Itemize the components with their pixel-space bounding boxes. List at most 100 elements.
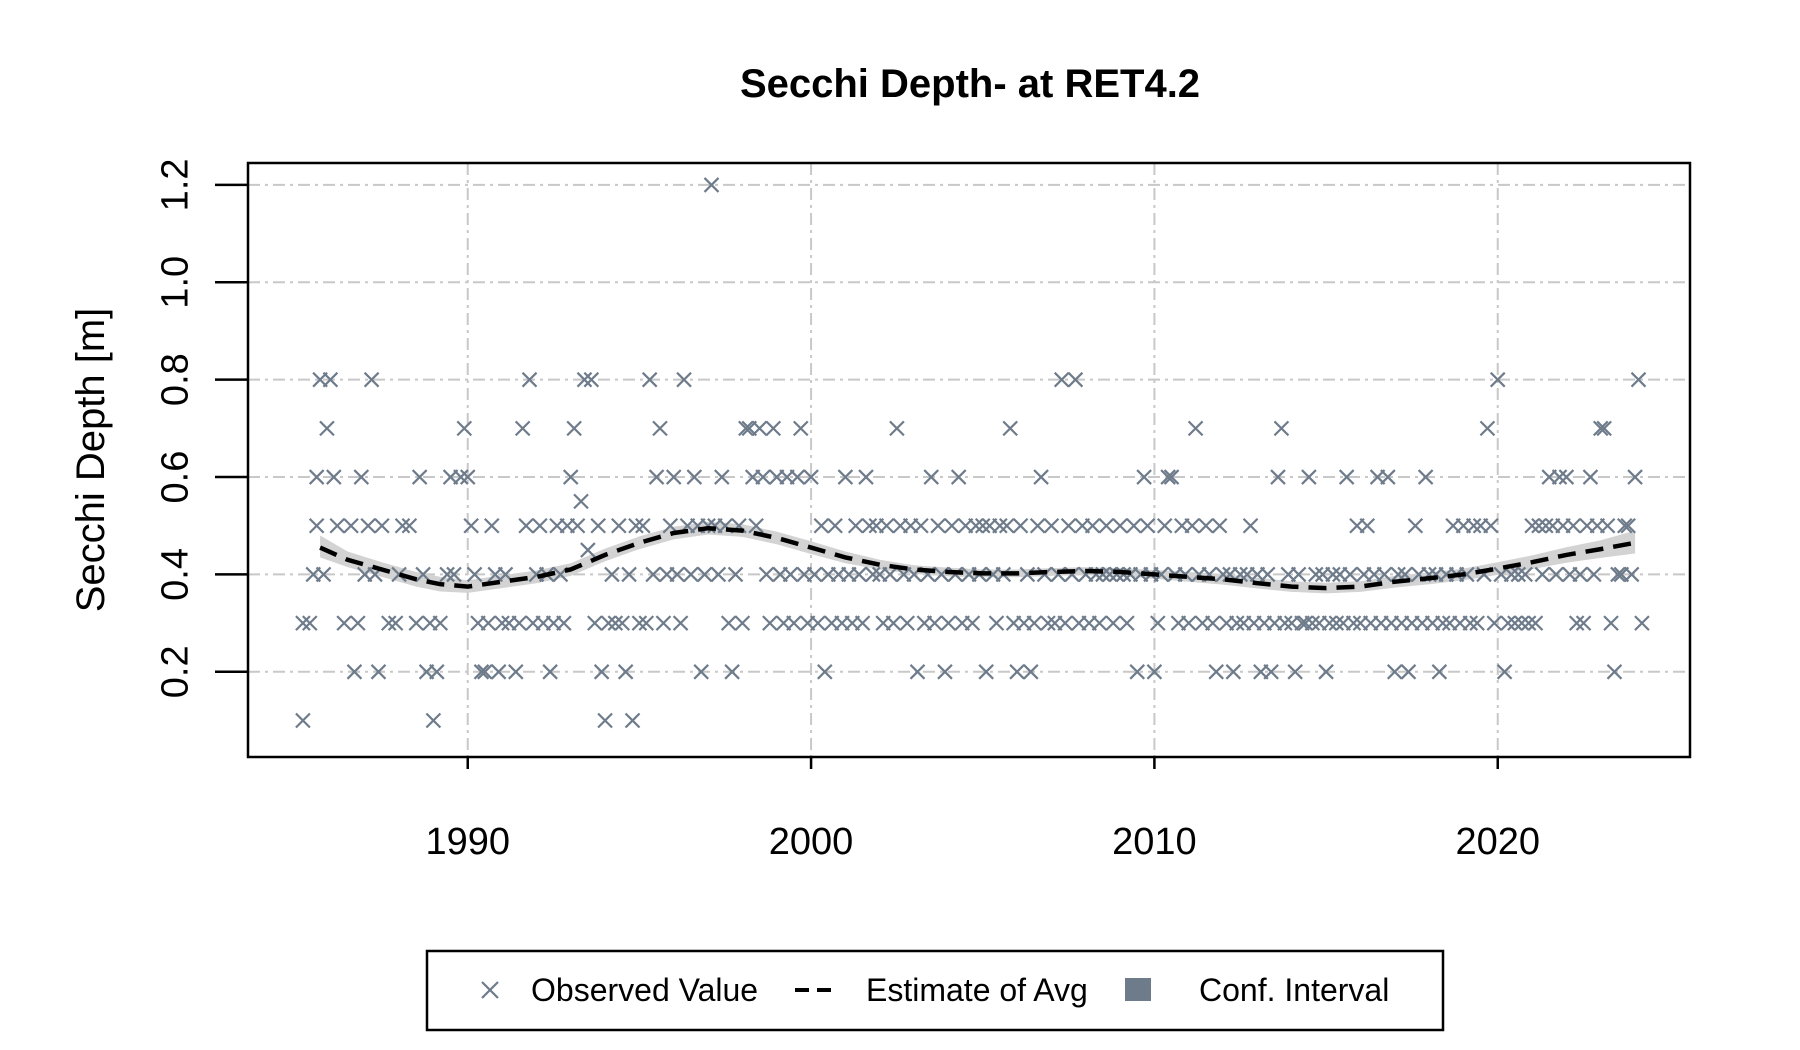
observed-point [789, 469, 806, 485]
observed-point [930, 517, 946, 534]
observed-point [401, 517, 418, 534]
observed-point [1139, 517, 1156, 534]
observed-point [1225, 664, 1242, 680]
observed-point [315, 566, 332, 583]
observed-point [1634, 615, 1650, 631]
observed-point [1469, 615, 1485, 631]
y-tick-label: 1.0 [154, 256, 196, 309]
observed-point [473, 664, 490, 680]
observed-point [878, 517, 895, 534]
observed-point [858, 469, 874, 485]
x-tick-label: 1990 [425, 821, 510, 863]
observed-point [1057, 615, 1073, 631]
observed-point [336, 615, 352, 631]
observed-point [1067, 371, 1084, 388]
observed-point [913, 517, 929, 534]
observed-point [562, 469, 579, 485]
observed-point [762, 615, 778, 631]
observed-point [480, 615, 497, 631]
observed-point [1575, 615, 1592, 631]
observed-point [765, 420, 782, 437]
observed-point [1606, 664, 1623, 680]
observed-point [992, 517, 1008, 534]
observed-point [429, 664, 445, 680]
observed-point [521, 371, 538, 388]
observed-point [1328, 615, 1345, 631]
observed-point [710, 566, 727, 583]
observed-point [586, 615, 603, 631]
observed-point [1108, 566, 1125, 583]
observed-point [518, 517, 534, 534]
observed-point [1098, 517, 1115, 534]
observed-point [782, 566, 799, 583]
observed-point [988, 615, 1005, 631]
observed-point [394, 517, 411, 534]
observed-point [727, 566, 744, 583]
observed-point [1376, 566, 1393, 583]
observed-point [1273, 420, 1290, 437]
observed-point [1043, 517, 1060, 534]
observed-point [1483, 517, 1499, 534]
observed-point [308, 469, 325, 485]
observed-point [569, 517, 586, 534]
observed-point [1431, 664, 1448, 680]
observed-point [363, 371, 380, 388]
y-tick-label: 0.2 [154, 645, 196, 698]
observed-point [978, 664, 994, 680]
observed-point [1153, 566, 1170, 583]
observed-point [1040, 615, 1056, 631]
y-tick-label: 0.6 [154, 451, 196, 504]
observed-point [374, 517, 390, 534]
observed-point [1301, 469, 1317, 485]
observed-point [792, 420, 809, 437]
observed-point [1435, 615, 1451, 631]
observed-point [1462, 615, 1479, 631]
observed-point [319, 420, 335, 437]
observed-point [621, 566, 637, 583]
observed-point [758, 566, 775, 583]
observed-point [1119, 615, 1135, 631]
observed-point [1524, 517, 1540, 534]
observed-point [1023, 664, 1039, 680]
observed-point [1551, 469, 1568, 485]
y-tick-label: 0.8 [154, 353, 196, 406]
observed-point [662, 517, 679, 534]
observed-point [566, 420, 582, 437]
observed-point [1520, 615, 1537, 631]
observed-point [1060, 517, 1077, 534]
observed-point [1187, 420, 1204, 437]
y-tick-label: 0.4 [154, 548, 196, 601]
legend: Observed Value Estimate of Avg Conf. Int… [425, 949, 1445, 1032]
observed-point [968, 517, 984, 534]
observed-point [1307, 566, 1324, 583]
observed-point [604, 566, 620, 583]
observed-point [1386, 664, 1403, 680]
observed-point [665, 469, 682, 485]
observed-point [1465, 517, 1482, 534]
legend-observed-value-label: Observed Value [531, 972, 758, 1008]
observed-point [1270, 469, 1286, 485]
observed-point [387, 615, 404, 631]
observed-point [1380, 469, 1396, 485]
observed-point [648, 469, 665, 485]
observed-point [1160, 469, 1176, 485]
observed-point [1033, 469, 1049, 485]
observed-point [380, 615, 397, 631]
observed-point [803, 469, 819, 485]
observed-point [1163, 469, 1180, 485]
legend-conf-interval-icon [1125, 978, 1151, 1001]
legend-observed-value-icon [481, 981, 499, 999]
observed-point [1208, 664, 1224, 680]
observed-point [1623, 566, 1640, 583]
observed-point [937, 664, 953, 680]
grid-lines [248, 163, 1690, 757]
estimate-of-avg-line [319, 525, 1636, 591]
observed-point [696, 566, 713, 583]
y-axis-title: Secchi Depth [m] [69, 308, 113, 613]
observed-point [1558, 469, 1575, 485]
observed-point [738, 420, 754, 437]
observed-point [882, 566, 898, 583]
observed-point [1513, 615, 1530, 631]
observed-point [1026, 615, 1043, 631]
observed-point [415, 566, 431, 583]
